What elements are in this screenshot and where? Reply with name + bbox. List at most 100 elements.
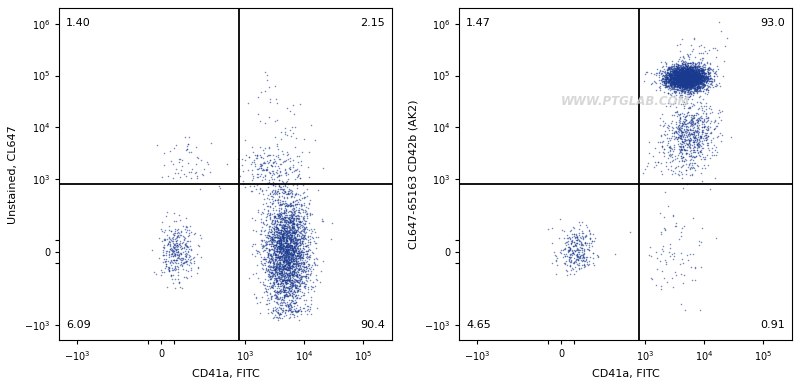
Point xyxy=(296,261,309,267)
Point xyxy=(664,70,677,77)
Point xyxy=(671,66,684,72)
Point xyxy=(578,259,591,265)
Point xyxy=(298,221,311,228)
Point xyxy=(677,79,690,85)
Point xyxy=(678,63,690,70)
Point xyxy=(157,259,170,265)
Point xyxy=(283,288,296,294)
Point xyxy=(279,200,292,207)
Point xyxy=(686,70,699,77)
Point xyxy=(282,260,295,266)
Point xyxy=(685,76,698,82)
Point xyxy=(269,245,282,251)
Point xyxy=(282,202,295,209)
Point xyxy=(275,288,288,294)
Point xyxy=(270,242,282,248)
Point xyxy=(549,271,562,277)
Point xyxy=(658,214,671,220)
Point xyxy=(287,249,300,255)
Point xyxy=(266,241,278,247)
Point xyxy=(263,264,276,270)
Point xyxy=(690,66,702,72)
Point xyxy=(261,203,274,209)
Point xyxy=(674,84,687,90)
Point xyxy=(290,258,302,264)
Point xyxy=(267,260,280,267)
Point xyxy=(589,235,602,241)
Point xyxy=(294,260,307,266)
Point xyxy=(190,169,203,175)
Point xyxy=(281,260,294,266)
Point xyxy=(284,234,297,240)
Point xyxy=(680,76,693,82)
Point xyxy=(690,81,702,87)
Point xyxy=(286,260,299,266)
Point xyxy=(254,152,267,158)
Point xyxy=(667,68,680,74)
Point xyxy=(684,69,697,75)
Point xyxy=(687,69,700,75)
Point xyxy=(677,74,690,80)
Point xyxy=(682,63,694,69)
Point xyxy=(664,68,677,75)
Point xyxy=(693,76,706,82)
Point xyxy=(686,74,698,80)
Point xyxy=(164,259,177,265)
Point xyxy=(564,247,577,253)
Point xyxy=(292,263,305,269)
Point xyxy=(271,213,284,219)
Point xyxy=(570,259,582,265)
Point xyxy=(706,152,718,158)
Point xyxy=(678,138,691,144)
Point xyxy=(290,254,303,260)
Point xyxy=(574,240,587,246)
Point xyxy=(690,64,703,70)
Point xyxy=(288,213,301,219)
Point xyxy=(282,283,295,289)
Point xyxy=(694,76,706,82)
Point xyxy=(290,259,302,265)
Point xyxy=(570,257,582,263)
Point xyxy=(674,146,687,152)
Point xyxy=(686,147,699,153)
Point xyxy=(680,80,693,86)
Point xyxy=(575,248,588,255)
Point xyxy=(289,308,302,314)
Point xyxy=(275,315,288,321)
Point xyxy=(681,72,694,78)
Point xyxy=(681,86,694,92)
Point xyxy=(274,260,286,267)
Point xyxy=(291,283,304,289)
Point xyxy=(678,77,690,83)
Point xyxy=(290,247,302,253)
Point xyxy=(258,173,271,179)
Y-axis label: CL647-65163 CD42b (AK2): CL647-65163 CD42b (AK2) xyxy=(408,99,418,249)
Point xyxy=(566,250,579,256)
Point xyxy=(686,116,698,123)
Point xyxy=(670,80,682,86)
Point xyxy=(262,160,274,166)
Point xyxy=(286,191,298,197)
Point xyxy=(565,238,578,245)
Point xyxy=(689,87,702,94)
Point xyxy=(679,121,692,127)
Point xyxy=(686,164,699,170)
Point xyxy=(264,258,277,264)
Point xyxy=(690,77,702,83)
Point xyxy=(672,73,685,79)
Point xyxy=(298,230,311,236)
Point xyxy=(275,250,288,256)
Point xyxy=(682,74,694,80)
Point xyxy=(669,77,682,83)
Point xyxy=(171,234,184,240)
Point xyxy=(681,68,694,74)
Point xyxy=(687,139,700,146)
Point xyxy=(697,75,710,81)
Point xyxy=(683,84,696,90)
Point xyxy=(274,269,287,275)
Point xyxy=(289,283,302,289)
Point xyxy=(291,262,304,268)
Point xyxy=(693,62,706,68)
Point xyxy=(265,234,278,240)
Point xyxy=(271,269,284,275)
